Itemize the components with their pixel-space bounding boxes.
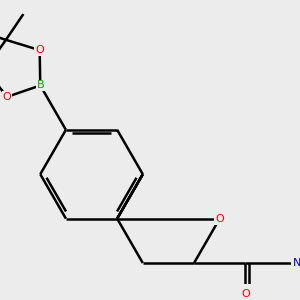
Text: O: O <box>2 92 11 102</box>
Text: B: B <box>37 80 44 90</box>
Text: O: O <box>35 45 44 55</box>
Text: N: N <box>292 258 300 268</box>
Text: O: O <box>241 289 250 299</box>
Text: O: O <box>215 214 224 224</box>
